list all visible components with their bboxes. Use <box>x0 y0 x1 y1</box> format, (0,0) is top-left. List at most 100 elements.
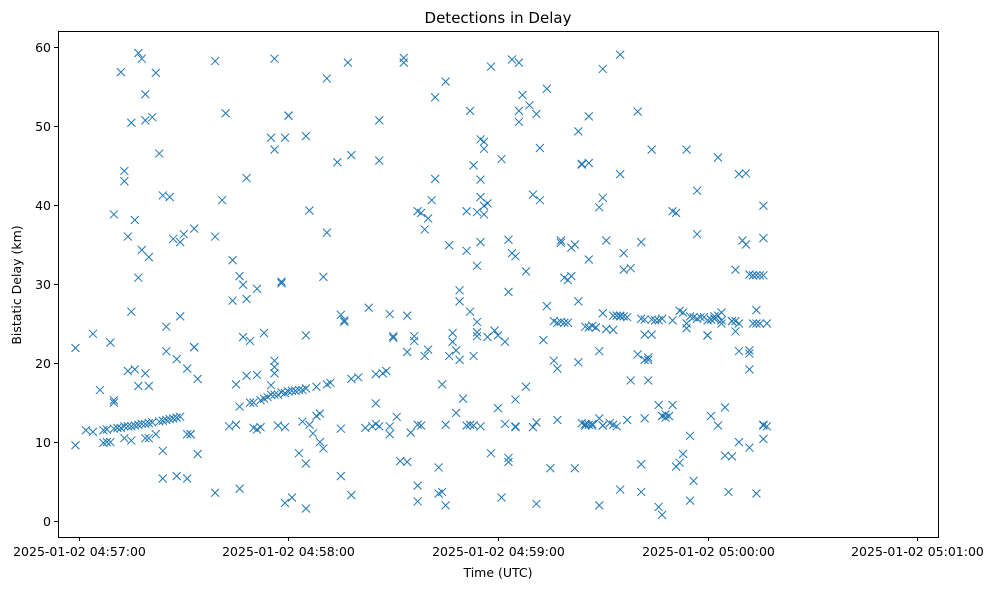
data-points <box>71 48 772 520</box>
data-point-marker <box>193 374 203 384</box>
data-point-marker <box>287 493 297 502</box>
data-point-marker <box>556 317 566 327</box>
data-point-marker <box>654 502 663 512</box>
data-point-marker <box>587 421 597 430</box>
data-point-marker <box>374 156 384 166</box>
data-point-marker <box>137 245 147 255</box>
data-point-marker <box>186 429 196 439</box>
data-point-marker <box>748 270 758 280</box>
data-point-marker <box>469 351 478 361</box>
data-point-marker <box>608 325 618 335</box>
data-point-marker <box>731 265 740 275</box>
data-point-marker <box>322 228 332 237</box>
data-point-marker <box>413 497 423 506</box>
data-point-marker <box>133 273 143 283</box>
data-point-marker <box>462 421 471 430</box>
data-point-marker <box>479 144 489 154</box>
x-tick-label: 2025-01-02 05:01:00 <box>851 544 984 559</box>
data-point-marker <box>182 429 192 439</box>
data-point-marker <box>339 317 349 327</box>
data-point-marker <box>521 266 531 276</box>
data-point-marker <box>242 294 251 304</box>
data-point-marker <box>235 484 244 494</box>
data-point-marker <box>745 365 754 374</box>
data-point-marker <box>172 413 182 422</box>
data-point-marker <box>717 316 726 325</box>
data-point-marker <box>140 419 150 429</box>
data-point-marker <box>144 418 154 428</box>
data-point-marker <box>528 422 538 432</box>
data-point-marker <box>168 414 178 423</box>
data-point-marker <box>741 168 751 178</box>
data-point-marker <box>364 303 374 313</box>
data-point-marker <box>291 386 300 396</box>
data-point-marker <box>381 366 391 376</box>
data-point-marker <box>465 307 475 317</box>
data-point-marker <box>584 112 594 121</box>
data-point-marker <box>580 322 590 332</box>
data-point-marker <box>294 448 304 458</box>
data-point-marker <box>759 434 768 444</box>
data-point-marker <box>249 398 258 407</box>
data-point-marker <box>619 248 629 258</box>
data-point-marker <box>490 326 499 336</box>
data-point-marker <box>594 501 604 510</box>
y-tick-label: 10 <box>35 435 51 450</box>
data-point-marker <box>647 145 657 154</box>
data-point-marker <box>319 444 328 453</box>
data-point-marker <box>113 423 122 433</box>
x-axis-title: Time (UTC) <box>462 565 532 580</box>
data-point-marker <box>270 368 279 378</box>
data-point-marker <box>238 280 248 290</box>
data-point-marker <box>636 487 646 497</box>
data-point-marker <box>675 458 684 468</box>
data-point-marker <box>451 408 461 418</box>
data-point-marker <box>657 314 667 324</box>
data-point-marker <box>500 337 510 347</box>
data-point-marker <box>360 423 370 433</box>
data-point-marker <box>235 402 244 411</box>
data-point-marker <box>266 133 276 143</box>
data-point-marker <box>518 90 527 100</box>
data-point-marker <box>123 232 133 241</box>
data-point-marker <box>476 421 485 431</box>
data-point-marker <box>130 215 140 225</box>
data-point-marker <box>427 195 437 205</box>
data-point-marker <box>402 457 412 467</box>
data-point-marker <box>556 238 566 248</box>
data-point-marker <box>647 330 657 339</box>
data-point-marker <box>622 312 632 322</box>
data-point-marker <box>420 225 430 234</box>
data-point-marker <box>301 331 311 340</box>
data-point-marker <box>511 251 520 261</box>
data-point-marker <box>374 115 384 125</box>
data-point-marker <box>210 488 220 498</box>
data-point-marker <box>685 312 695 321</box>
data-point-marker <box>242 173 251 183</box>
data-point-marker <box>144 381 154 391</box>
data-point-marker <box>336 310 346 320</box>
data-point-marker <box>333 157 342 167</box>
data-point-marker <box>161 415 171 425</box>
data-point-marker <box>123 421 133 431</box>
data-point-marker <box>755 319 765 328</box>
data-point-marker <box>762 319 772 328</box>
data-point-marker <box>577 160 587 169</box>
data-point-marker <box>713 153 723 162</box>
data-point-marker <box>532 109 541 119</box>
data-point-marker <box>371 369 381 379</box>
data-point-marker <box>703 331 712 340</box>
data-point-marker <box>308 429 318 438</box>
data-point-marker <box>741 240 751 249</box>
data-point-marker <box>119 433 129 443</box>
data-point-marker <box>326 378 335 388</box>
data-point-marker <box>420 351 430 361</box>
data-point-marker <box>392 412 402 422</box>
data-point-marker <box>140 115 150 125</box>
data-point-marker <box>615 485 625 494</box>
data-point-marker <box>388 331 398 341</box>
data-point-marker <box>137 54 147 64</box>
data-point-marker <box>266 390 276 400</box>
